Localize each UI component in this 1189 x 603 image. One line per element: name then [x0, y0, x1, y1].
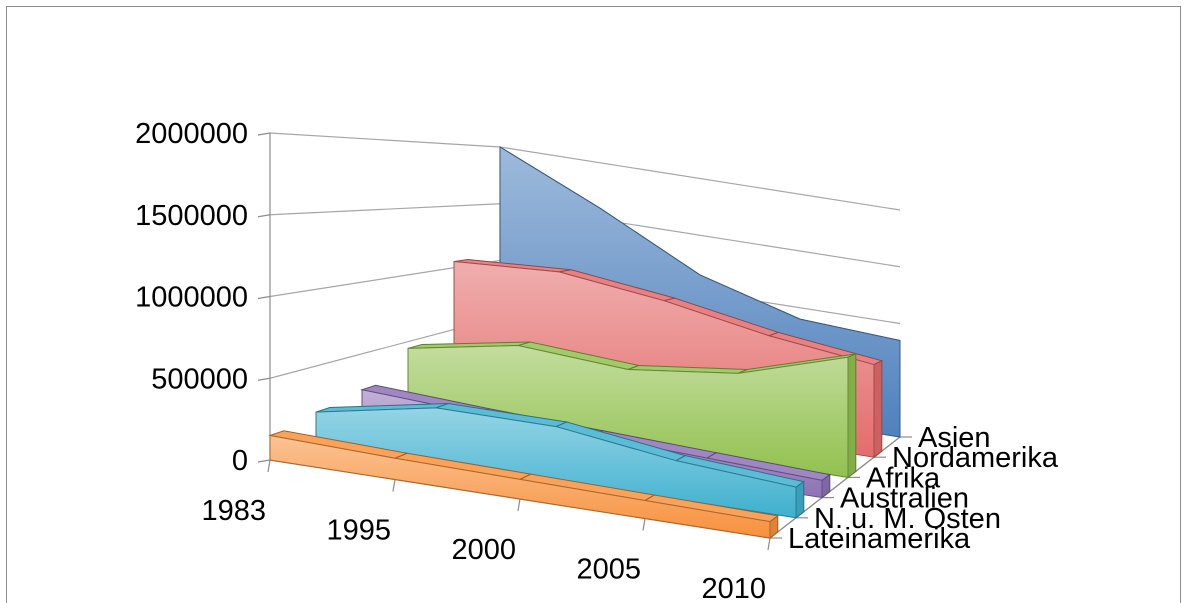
series-n-u-m-osten: [315, 402, 806, 519]
y-tick-label: 0: [232, 445, 248, 477]
series-label: Asien: [918, 422, 991, 454]
series-layer: [268, 146, 901, 540]
x-tick-mark: [642, 518, 646, 531]
series-afrika: [407, 341, 857, 479]
x-tick-label: 1995: [326, 515, 391, 547]
y-tick-mark: [257, 295, 271, 300]
x-tick-mark: [767, 537, 771, 551]
y-tick-mark: [257, 459, 271, 463]
area-face: [407, 345, 849, 478]
area-end-cap: [873, 359, 883, 459]
y-tick-label: 2000000: [135, 118, 248, 150]
gridline-side: [269, 132, 501, 148]
y-tick-mark: [257, 214, 271, 218]
gridline-back: [499, 146, 901, 211]
x-tick-label: 2005: [576, 554, 641, 586]
y-tick-label: 500000: [151, 363, 248, 395]
series-label: Afrika: [866, 462, 941, 494]
series-label: N. u. M. Osten: [814, 503, 1001, 535]
y-tick-mark: [257, 132, 271, 136]
series-label: Nordamerika: [892, 442, 1059, 474]
y-tick-label: 1000000: [135, 282, 248, 314]
area-end-cap: [847, 353, 857, 479]
area-face: [315, 407, 797, 519]
x-tick-label: 2000: [451, 534, 516, 566]
series-label: Australien: [840, 483, 969, 515]
area-face: [269, 434, 771, 539]
y-tick-label: 1500000: [135, 200, 248, 232]
x-tick-mark: [392, 479, 396, 492]
gridline-side: [269, 203, 501, 216]
series-lateinamerika: [268, 430, 780, 540]
x-tick-label: 2010: [701, 573, 766, 602]
series-label: Lateinamerika: [788, 523, 971, 555]
x-tick-label: 1983: [201, 495, 266, 527]
area-end-cap: [795, 480, 805, 519]
x-tick-mark: [517, 498, 521, 512]
y-tick-mark: [257, 377, 271, 381]
x-tick-mark: [267, 459, 271, 473]
